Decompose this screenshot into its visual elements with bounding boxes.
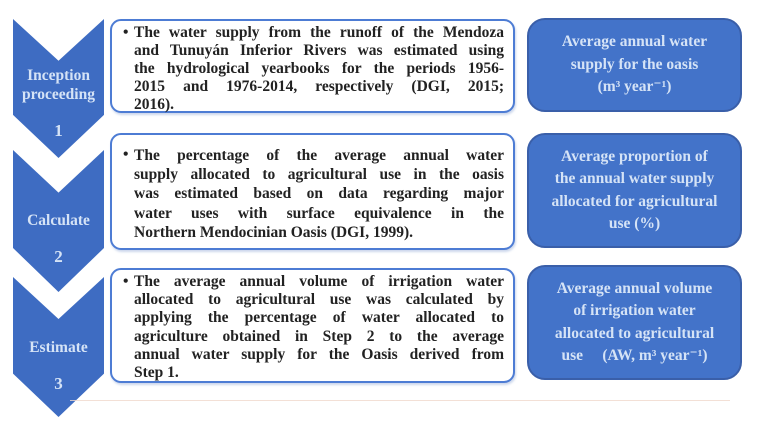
description-line: water uses with surface equivalence in t… bbox=[134, 204, 504, 222]
description-line: applying the percentage of water allocat… bbox=[134, 309, 504, 327]
step-description-box-2: • The percentage of the average annual w… bbox=[110, 133, 515, 250]
description-line: and Tunuyán Inferior Rivers was estimate… bbox=[134, 41, 504, 59]
output-line: use (AW, m³ year⁻¹) bbox=[561, 347, 708, 364]
step-chevron-2: Calculate 2 bbox=[13, 150, 104, 292]
output-box-2: Average proportion of the annual water s… bbox=[527, 133, 742, 248]
output-line: allocated for agricultural bbox=[551, 192, 718, 210]
output-line: (m³ year⁻¹) bbox=[597, 78, 672, 96]
step-description-paragraph-1: • The water supply from the runoff of th… bbox=[112, 21, 513, 114]
description-line: Step 1. bbox=[134, 364, 179, 382]
output-line: Average annual volume bbox=[556, 279, 713, 297]
description-line: supply allocated to agricultural use in … bbox=[134, 166, 504, 184]
step-description-paragraph-2: • The percentage of the average annual w… bbox=[112, 135, 513, 242]
bullet-icon: • bbox=[123, 24, 129, 41]
output-line: allocated to agricultural bbox=[554, 324, 715, 342]
output-line: use (%) bbox=[608, 215, 661, 232]
step-chevron-3: Estimate 3 bbox=[13, 277, 104, 417]
stage-label-1: Inception proceeding bbox=[22, 67, 95, 103]
output-line: Average proportion of bbox=[561, 147, 708, 165]
description-line: The average annual volume of irrigation … bbox=[134, 273, 504, 290]
step-description-paragraph-3: • The average annual volume of irrigatio… bbox=[112, 270, 513, 382]
description-line: annual water supply for the Oasis derive… bbox=[134, 345, 504, 363]
stage-label-3: Estimate bbox=[29, 339, 88, 356]
description-line: Northern Mendocinian Oasis (DGI, 1999). bbox=[134, 223, 413, 241]
output-line: Average annual water bbox=[561, 33, 708, 51]
description-line: 2015 and 1976-2014, respectively (DGI, 2… bbox=[134, 77, 504, 95]
step-chevron-1: Inception proceeding 1 bbox=[13, 19, 104, 158]
description-line: The water supply from the runoff of the … bbox=[134, 24, 504, 41]
output-line: of irrigation water bbox=[573, 302, 696, 319]
output-box-1: Average annual water supply for the oasi… bbox=[527, 18, 742, 112]
step-description-box-3: • The average annual volume of irrigatio… bbox=[110, 268, 515, 383]
faint-divider-line bbox=[70, 400, 730, 401]
stage-number-2: 2 bbox=[54, 247, 63, 266]
output-line: the annual water supply bbox=[554, 170, 715, 187]
stage-label-2: Calculate bbox=[27, 212, 90, 229]
description-line: 2016). bbox=[134, 95, 175, 113]
step-description-box-1: • The water supply from the runoff of th… bbox=[110, 19, 515, 113]
stage-number-1: 1 bbox=[54, 121, 63, 140]
description-line: allocated to agricultural use was calcul… bbox=[134, 291, 504, 309]
output-line: supply for the oasis bbox=[570, 55, 699, 73]
description-line: was estimated based on data regarding ma… bbox=[134, 185, 504, 203]
bullet-icon: • bbox=[123, 273, 129, 290]
description-line: The percentage of the average annual wat… bbox=[134, 147, 504, 164]
bullet-icon: • bbox=[123, 146, 129, 163]
stage-number-3: 3 bbox=[54, 374, 63, 393]
output-box-3: Average annual volume of irrigation wate… bbox=[527, 265, 742, 380]
description-line: the hydrological yearbooks for the perio… bbox=[134, 59, 504, 77]
description-line: agriculture obtained in Step 2 to the av… bbox=[134, 327, 504, 345]
